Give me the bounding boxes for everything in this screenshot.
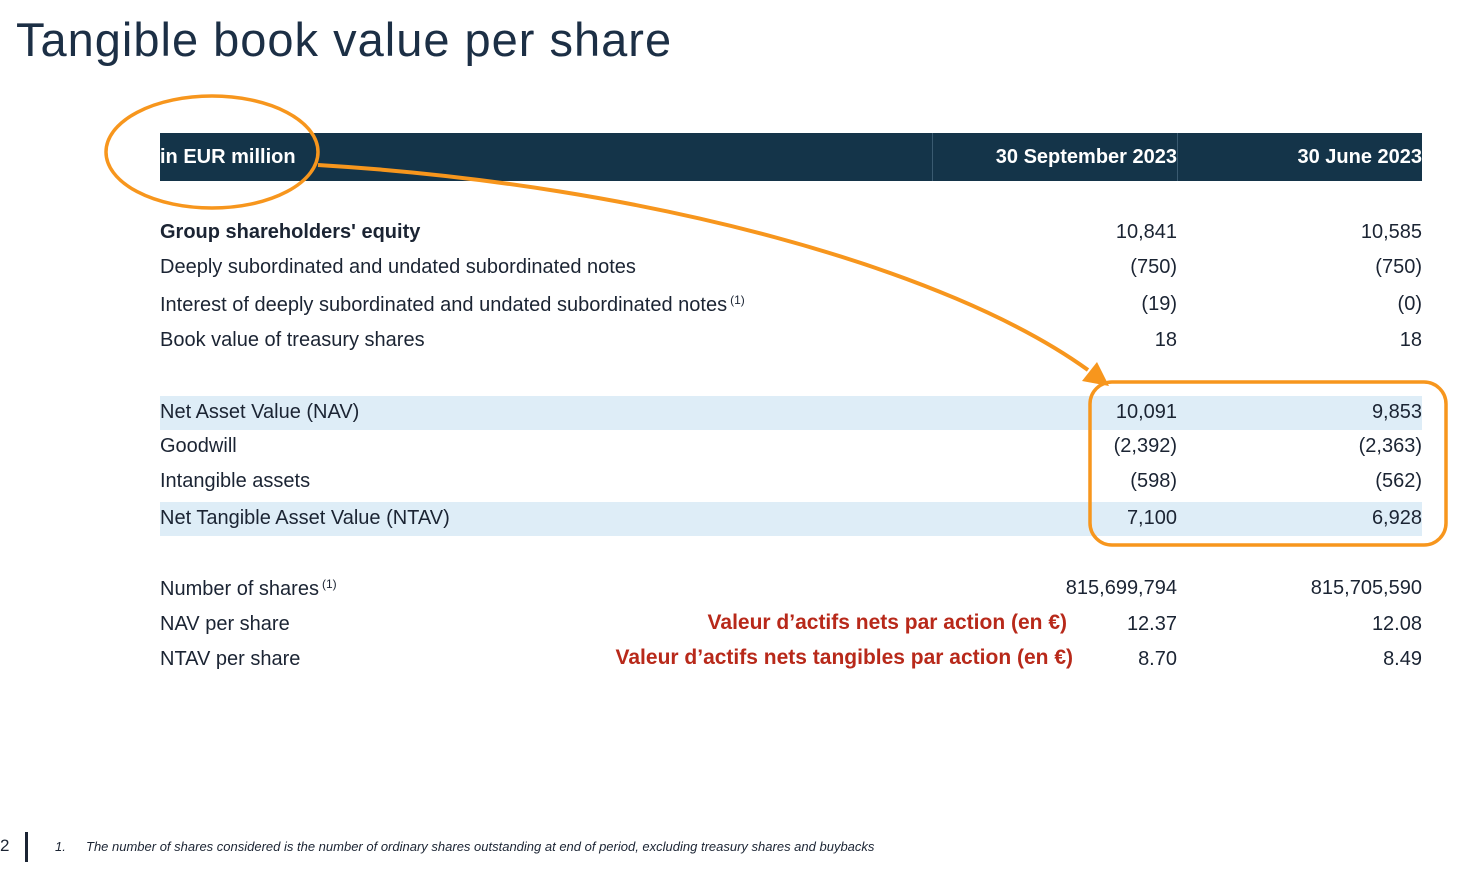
- value-sep-2023: (19): [1141, 293, 1177, 315]
- value-jun-2023: 6,928: [1371, 507, 1422, 529]
- header-divider: [932, 133, 933, 181]
- value-sep-2023: (2,392): [1113, 435, 1177, 457]
- row-label: Number of shares (1): [160, 577, 337, 601]
- value-jun-2023: 12.08: [1371, 613, 1422, 635]
- row-label: Net Asset Value (NAV): [160, 401, 360, 423]
- table-row: Deeply subordinated and undated subordin…: [160, 251, 1422, 285]
- row-label: Intangible assets: [160, 470, 311, 492]
- row-label: Interest of deeply subordinated and unda…: [160, 293, 745, 317]
- row-label: Goodwill: [160, 435, 237, 457]
- table-row: Intangible assets (598) (562): [160, 465, 1422, 499]
- table-row: Book value of treasury shares 18 18: [160, 324, 1422, 358]
- table-row: Interest of deeply subordinated and unda…: [160, 288, 1422, 322]
- row-label: NAV per share: [160, 613, 290, 635]
- table-row: NAV per share 12.37 12.08: [160, 608, 1422, 642]
- footnote-index: 1.: [55, 839, 66, 854]
- row-label: Group shareholders' equity: [160, 221, 421, 243]
- annotation-ntav-per-share-fr: Valeur d’actifs nets tangibles par actio…: [615, 646, 1073, 669]
- row-label: Book value of treasury shares: [160, 329, 425, 351]
- footer-divider: [25, 832, 28, 862]
- footnote-ref: (1): [321, 577, 337, 591]
- arrowhead-icon: [1082, 362, 1109, 386]
- row-label: Net Tangible Asset Value (NTAV): [160, 507, 450, 529]
- value-sep-2023: 18: [1154, 329, 1177, 351]
- annotation-nav-per-share-fr: Valeur d’actifs nets par action (en €): [707, 611, 1067, 634]
- header-col-jun-2023: 30 June 2023: [1297, 146, 1422, 168]
- value-sep-2023: 10,841: [1115, 221, 1177, 243]
- table-row: Goodwill (2,392) (2,363): [160, 430, 1422, 464]
- value-jun-2023: 18: [1399, 329, 1422, 351]
- value-sep-2023: 815,699,794: [1065, 577, 1177, 599]
- value-jun-2023: (562): [1375, 470, 1422, 492]
- value-sep-2023: 12.37: [1126, 613, 1177, 635]
- row-label: NTAV per share: [160, 648, 301, 670]
- page-number: 2: [0, 836, 10, 855]
- row-label-text: Number of shares: [160, 578, 319, 600]
- value-sep-2023: 7,100: [1126, 507, 1177, 529]
- table-row: Group shareholders' equity 10,841 10,585: [160, 216, 1422, 250]
- table-row: Number of shares (1) 815,699,794 815,705,…: [160, 572, 1422, 606]
- row-label-text: Interest of deeply subordinated and unda…: [160, 294, 728, 316]
- header-unit-label: in EUR million: [160, 146, 296, 168]
- value-sep-2023: 10,091: [1115, 401, 1177, 423]
- value-jun-2023: (0): [1397, 293, 1422, 315]
- value-sep-2023: (750): [1130, 256, 1177, 278]
- value-jun-2023: 10,585: [1360, 221, 1422, 243]
- header-divider: [1177, 133, 1178, 181]
- value-sep-2023: (598): [1130, 470, 1177, 492]
- footnote-ref: (1): [730, 293, 745, 307]
- table-row-highlighted: Net Tangible Asset Value (NTAV) 7,100 6,…: [160, 502, 1422, 536]
- value-sep-2023: 8.70: [1138, 648, 1177, 670]
- header-col-sep-2023: 30 September 2023: [995, 146, 1177, 168]
- table-header: in EUR million 30 September 2023 30 June…: [160, 133, 1422, 181]
- value-jun-2023: 815,705,590: [1310, 577, 1422, 599]
- value-jun-2023: (2,363): [1358, 435, 1422, 457]
- table-row-highlighted: Net Asset Value (NAV) 10,091 9,853: [160, 396, 1422, 430]
- value-jun-2023: 8.49: [1383, 648, 1422, 670]
- footnote-text: The number of shares considered is the n…: [86, 839, 875, 854]
- table-row: NTAV per share 8.70 8.49: [160, 643, 1422, 677]
- page-title: Tangible book value per share: [16, 13, 673, 66]
- value-jun-2023: (750): [1375, 256, 1422, 278]
- value-jun-2023: 9,853: [1371, 401, 1422, 423]
- row-label: Deeply subordinated and undated subordin…: [160, 256, 636, 278]
